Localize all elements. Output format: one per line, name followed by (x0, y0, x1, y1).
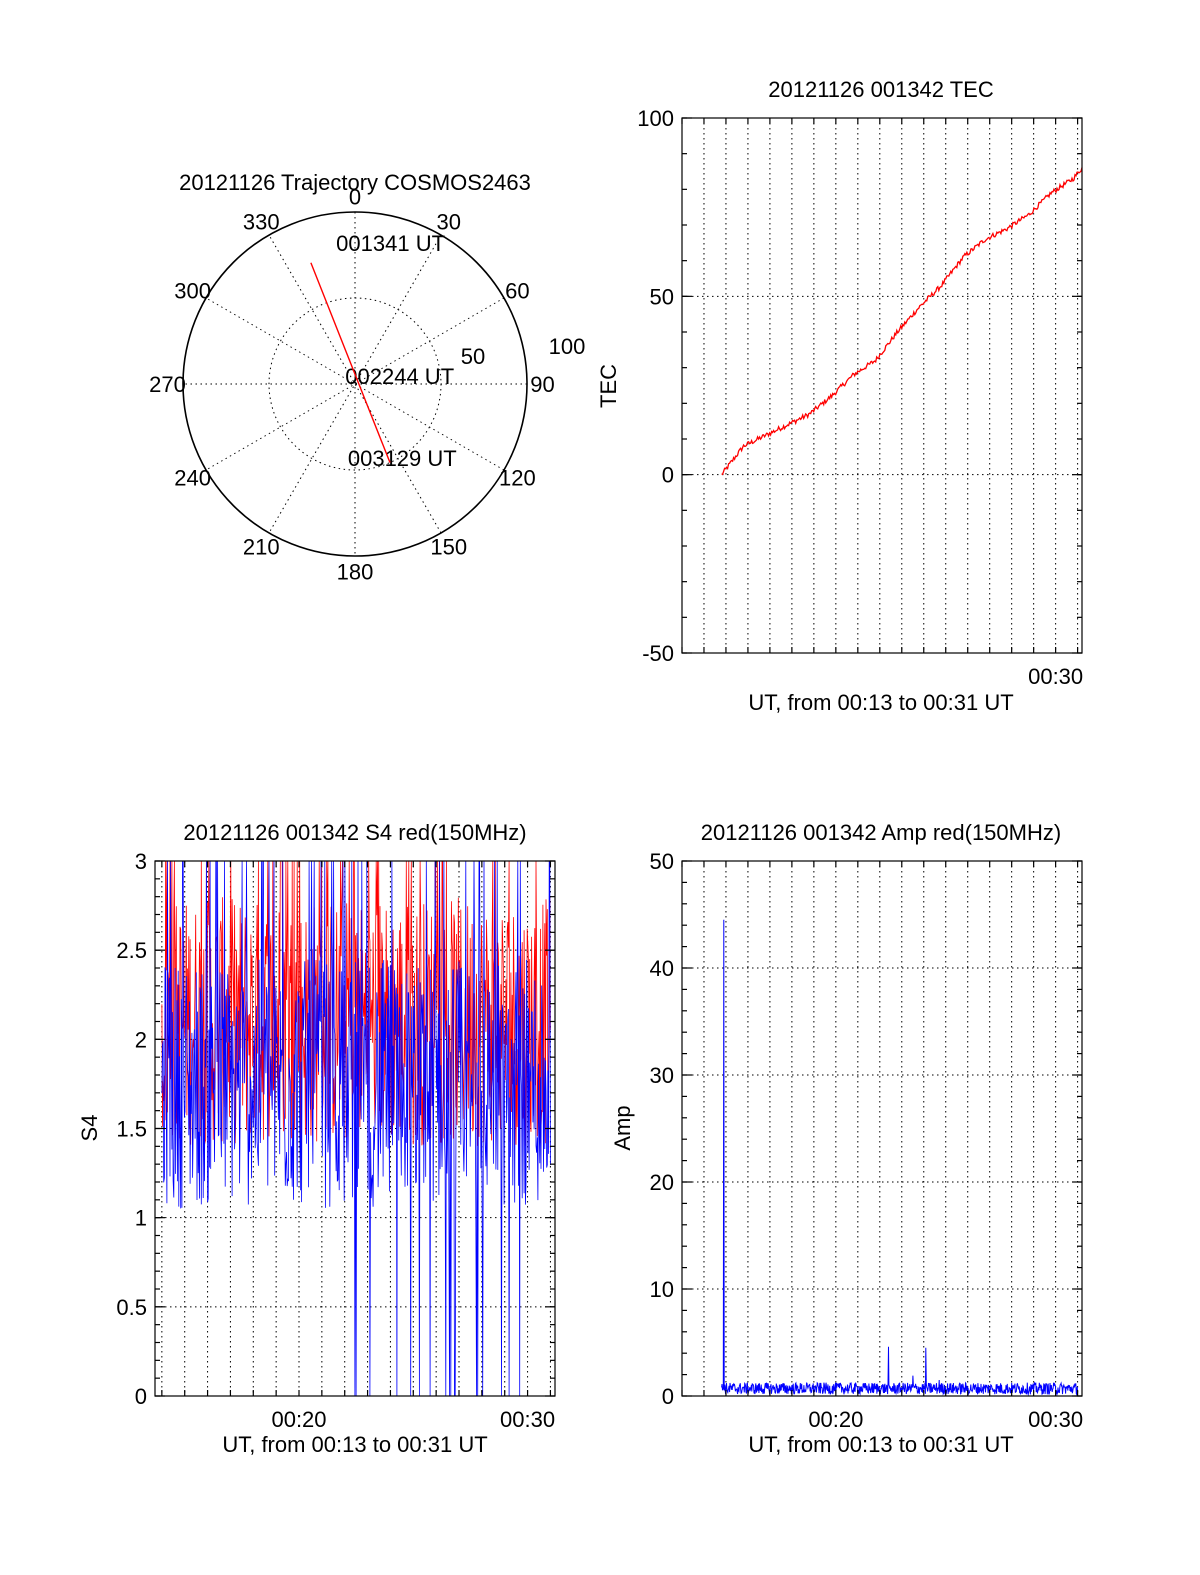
amp-grid (681, 860, 1082, 1397)
trajectory-annotation: 003129 UT (348, 446, 457, 471)
amp-ylabel: Amp (610, 1105, 635, 1150)
polar-series (310, 262, 391, 463)
y-tick-label: -50 (642, 641, 674, 666)
radial-label: 50 (461, 344, 485, 369)
radial-label: 100 (549, 334, 586, 359)
azimuth-label: 30 (436, 210, 460, 235)
trajectory-annotation: 002244 UT (345, 364, 454, 389)
x-tick-label: 00:20 (271, 1407, 326, 1432)
amp-title: 20121126 001342 Amp red(150MHz) (701, 820, 1061, 845)
trajectory-line (310, 262, 391, 463)
tec-grid (681, 117, 1082, 654)
tec-axes: -50 0 50 100 00:30 (637, 106, 1083, 689)
y-tick-label: 50 (650, 284, 674, 309)
tec-title: 20121126 001342 TEC (768, 77, 994, 102)
azimuth-label: 120 (499, 466, 536, 491)
tec-series (721, 167, 1083, 476)
amp-panel: 20121126 001342 Amp red(150MHz) 0 10 20 30 4… (610, 820, 1083, 1457)
y-tick-label: 1.5 (116, 1117, 147, 1142)
x-tick-label: 00:20 (808, 1407, 863, 1432)
s4-axes: 0 0.5 1 1.5 2 2.5 3 00:20 00:30 (116, 849, 555, 1432)
tec-plot-frame (681, 117, 1083, 654)
azimuth-label: 0 (349, 185, 361, 210)
y-tick-label: 0 (662, 1384, 674, 1409)
azimuth-label: 90 (530, 372, 554, 397)
s4-red-line (161, 860, 551, 1146)
azimuth-label: 210 (243, 534, 280, 559)
tec-ylabel: TEC (596, 364, 621, 408)
amp-line (721, 919, 1079, 1397)
azimuth-label: 330 (243, 210, 280, 235)
trajectory-annotation: 001341 UT (336, 231, 445, 256)
y-tick-label: 0 (135, 1384, 147, 1409)
y-tick-label: 10 (650, 1277, 674, 1302)
tec-xlabel: UT, from 00:13 to 00:31 UT (748, 690, 1013, 715)
x-tick-label: 00:30 (500, 1407, 555, 1432)
y-tick-label: 50 (650, 849, 674, 874)
s4-panel: 20121126 001342 S4 red(150MHz) 0 0.5 1 1.5 2… (77, 820, 556, 1457)
polar-labels: 0 30 60 90 120 150 180 210 240 270 300 330 50 100 0013… (149, 185, 585, 585)
tec-panel: 20121126 001342 TEC -50 0 50 100 00:30 UT, f… (596, 77, 1083, 715)
y-tick-label: 30 (650, 1063, 674, 1088)
y-tick-label: 0 (662, 463, 674, 488)
y-tick-label: 2 (135, 1027, 147, 1052)
azimuth-label: 60 (505, 278, 529, 303)
trajectory-panel: 20121126 Trajectory COSMOS2463 0 30 60 90 12… (149, 170, 585, 584)
amp-plot-frame (681, 860, 1083, 1397)
amp-axes: 0 10 20 30 40 50 00:20 00:30 (650, 849, 1084, 1432)
azimuth-label: 240 (174, 466, 211, 491)
y-tick-label: 100 (637, 106, 674, 131)
y-tick-label: 1 (135, 1206, 147, 1231)
y-tick-label: 2.5 (116, 938, 147, 963)
s4-title: 20121126 001342 S4 red(150MHz) (183, 820, 526, 845)
s4-ylabel: S4 (77, 1115, 102, 1142)
polar-grid (182, 211, 528, 557)
y-tick-label: 3 (135, 849, 147, 874)
s4-xlabel: UT, from 00:13 to 00:31 UT (222, 1432, 487, 1457)
azimuth-label: 270 (149, 372, 186, 397)
y-tick-label: 0.5 (116, 1295, 147, 1320)
trajectory-title: 20121126 Trajectory COSMOS2463 (179, 170, 531, 195)
x-tick-label: 00:30 (1028, 664, 1083, 689)
amp-series (721, 919, 1079, 1397)
x-tick-label: 00:30 (1028, 1407, 1083, 1432)
amp-xlabel: UT, from 00:13 to 00:31 UT (748, 1432, 1013, 1457)
azimuth-label: 180 (337, 559, 374, 584)
tec-line (721, 167, 1083, 476)
azimuth-label: 150 (430, 534, 467, 559)
y-tick-label: 20 (650, 1170, 674, 1195)
y-tick-label: 40 (650, 956, 674, 981)
azimuth-label: 300 (174, 278, 211, 303)
